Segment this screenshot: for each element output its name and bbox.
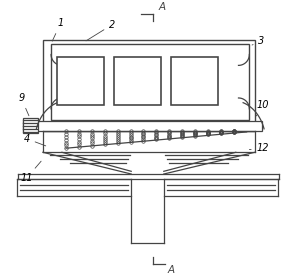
Bar [22,132,37,133]
Bar [43,39,255,131]
Text: 4: 4 [24,134,46,146]
Bar [22,121,262,131]
Bar [22,129,37,130]
Bar [114,57,161,105]
Bar [51,44,249,120]
Bar [22,120,37,121]
Text: A: A [158,3,165,13]
Text: 10: 10 [256,100,269,116]
Text: 3: 3 [252,36,265,46]
Bar [57,57,104,105]
Bar [171,57,218,105]
Bar [22,126,37,127]
Text: A: A [168,265,175,275]
Text: 9: 9 [18,93,29,116]
Text: 2: 2 [86,20,115,41]
Text: 11: 11 [20,161,41,183]
Bar [22,123,37,124]
Text: 1: 1 [52,18,64,41]
Text: 12: 12 [249,143,269,153]
Bar [22,118,37,133]
